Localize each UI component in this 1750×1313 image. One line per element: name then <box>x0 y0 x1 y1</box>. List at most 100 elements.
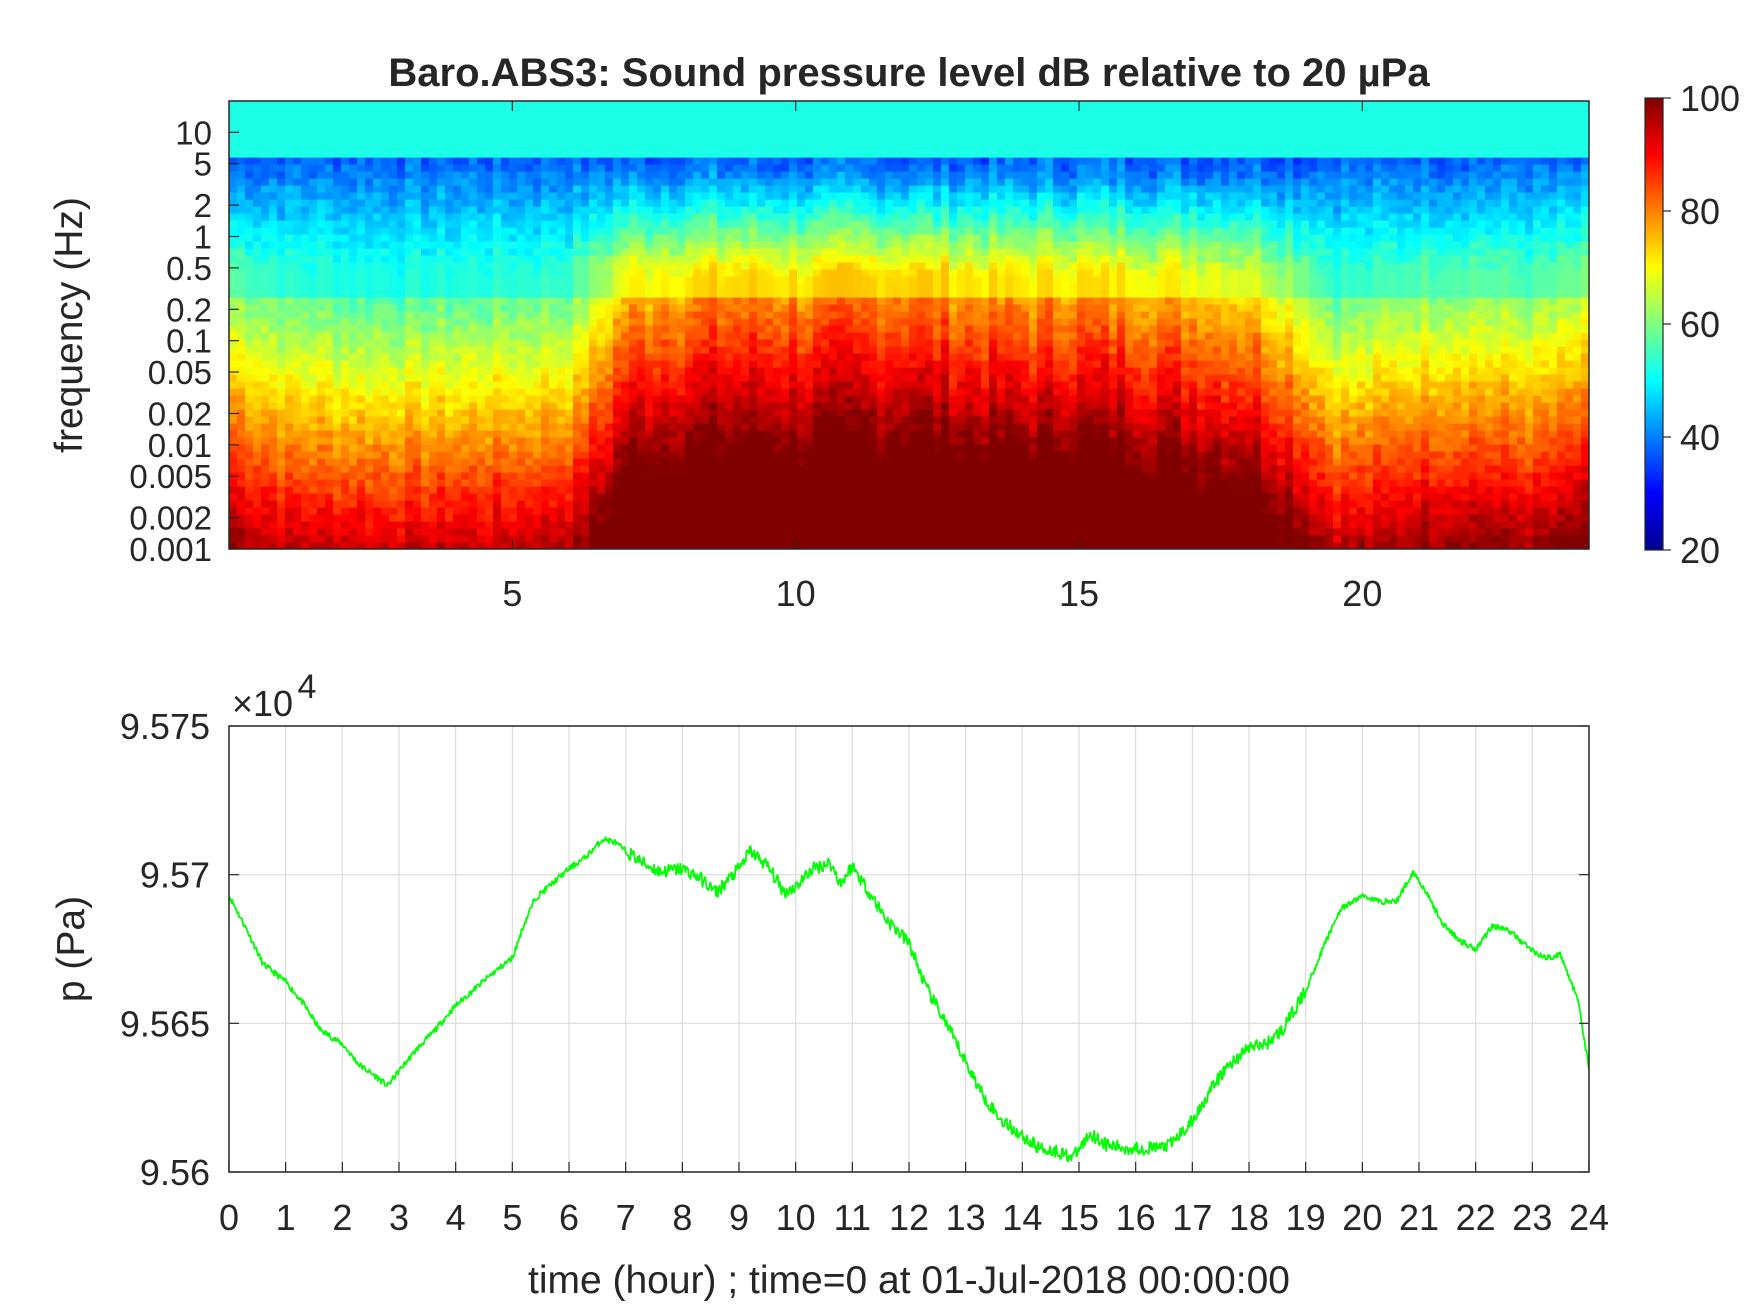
spectrogram-cell <box>821 535 830 543</box>
spectrogram-cell <box>253 493 262 501</box>
spectrogram-cell <box>285 528 294 536</box>
spectrogram-cell <box>837 248 846 256</box>
spectrogram-cell <box>733 283 742 291</box>
spectrogram-cell <box>461 423 470 431</box>
spectrogram-cell <box>261 507 270 515</box>
spectrogram-cell <box>781 129 790 137</box>
spectrogram-cell <box>621 220 630 228</box>
spectrogram-cell <box>621 423 630 431</box>
spectrogram-cell <box>685 444 694 452</box>
spectrogram-cell <box>821 507 830 515</box>
spectrogram-cell <box>709 465 718 473</box>
spectrogram-cell <box>565 276 574 284</box>
spectrogram-cell <box>557 360 566 368</box>
spectrogram-cell <box>717 472 726 480</box>
spectrogram-cell <box>397 297 406 305</box>
spectrogram-cell <box>349 185 358 193</box>
spectrogram-cell <box>557 227 566 235</box>
spectrogram-cell <box>701 178 710 186</box>
spectrogram-cell <box>805 332 814 340</box>
spectrogram-cell <box>661 507 670 515</box>
spectrogram-cell <box>621 346 630 354</box>
spectrogram-cell <box>381 479 390 487</box>
spectrogram-cell <box>677 423 686 431</box>
spectrogram-cell <box>789 381 798 389</box>
spectrogram-cell <box>517 339 526 347</box>
spectrogram-cell <box>317 136 326 144</box>
spectrogram-cell <box>589 241 598 249</box>
spectrogram-cell <box>533 262 542 270</box>
spectrogram-cell <box>773 514 782 522</box>
spectrogram-cell <box>277 115 286 123</box>
spectrogram-cell <box>405 332 414 340</box>
spectrogram-cell <box>589 108 598 116</box>
spectrogram-cell <box>813 248 822 256</box>
spectrogram-cell <box>549 129 558 137</box>
spectrogram-cell <box>677 339 686 347</box>
spectrogram-cell <box>541 402 550 410</box>
spectrogram-cell <box>341 234 350 242</box>
spectrogram-cell <box>437 458 446 466</box>
spectrogram-cell <box>397 143 406 151</box>
spectrogram-cell <box>773 493 782 501</box>
spectrogram-cell <box>277 255 286 263</box>
spectrogram-cell <box>237 528 246 536</box>
spectrogram-cell <box>701 101 710 109</box>
spectrogram-cell <box>653 101 662 109</box>
spectrogram-cell <box>485 227 494 235</box>
spectrogram-cell <box>813 234 822 242</box>
spectrogram-cell <box>493 381 502 389</box>
spectrogram-cell <box>549 346 558 354</box>
spectrogram-cell <box>325 360 334 368</box>
spectrogram-cell <box>717 185 726 193</box>
spectrogram-cell <box>829 108 838 116</box>
spectrogram-cell <box>517 360 526 368</box>
spectrogram-cell <box>237 325 246 333</box>
spectrogram-cell <box>805 430 814 438</box>
spectrogram-cell <box>677 332 686 340</box>
spectrogram-cell <box>549 395 558 403</box>
spectrogram-cell <box>581 206 590 214</box>
spectrogram-cell <box>629 206 638 214</box>
spectrogram-cell <box>805 514 814 522</box>
spectrogram-cell <box>309 115 318 123</box>
spectrogram-cell <box>701 451 710 459</box>
spectrogram-cell <box>589 269 598 277</box>
spectrogram-cell <box>589 353 598 361</box>
spectrogram-cell <box>829 542 838 549</box>
spectrogram-cell <box>477 234 486 242</box>
spectrogram-cell <box>733 388 742 396</box>
spectrogram-cell <box>253 311 262 319</box>
spectrogram-cell <box>501 297 510 305</box>
spectrogram-cell <box>597 500 606 508</box>
spectrogram-cell <box>733 227 742 235</box>
spectrogram-cell <box>525 192 534 200</box>
spectrogram-cell <box>701 199 710 207</box>
spectrogram-cell <box>349 444 358 452</box>
spectrogram-cell <box>629 311 638 319</box>
spectrogram-cell <box>837 185 846 193</box>
spectrogram-cell <box>749 318 758 326</box>
spectrogram-cell <box>605 542 614 549</box>
spectrogram-cell <box>845 185 854 193</box>
spectrogram-cell <box>285 178 294 186</box>
spectrogram-cell <box>405 402 414 410</box>
spectrogram-cell <box>413 129 422 137</box>
spectrogram-cell <box>541 367 550 375</box>
spectrogram-cell <box>613 514 622 522</box>
spectrogram-cell <box>637 171 646 179</box>
spectrogram-cell <box>525 353 534 361</box>
spectrogram-cell <box>509 374 518 382</box>
spectrogram-cell <box>549 227 558 235</box>
spectrogram-cell <box>677 185 686 193</box>
spectrogram-cell <box>421 283 430 291</box>
spectrogram-cell <box>597 444 606 452</box>
spectrogram-cell <box>397 339 406 347</box>
spectrogram-cell <box>485 101 494 109</box>
spectrogram-cell <box>621 521 630 529</box>
spectrogram-cell <box>645 234 654 242</box>
spectrogram-cell <box>813 143 822 151</box>
spectrogram-cell <box>389 416 398 424</box>
spectrogram-cell <box>661 528 670 536</box>
spectrogram-cell <box>597 241 606 249</box>
